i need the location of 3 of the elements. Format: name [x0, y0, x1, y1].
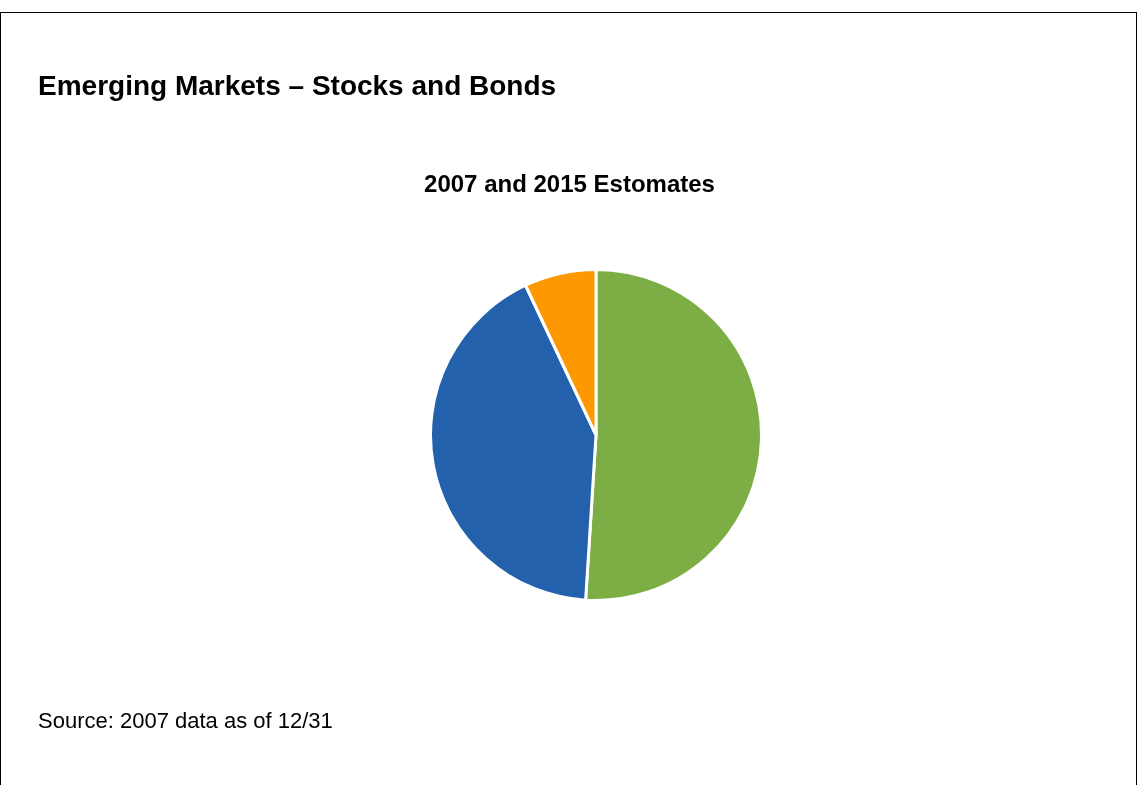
chart-title: Emerging Markets – Stocks and Bonds [38, 70, 557, 102]
source-note: Source: 2007 data as of 12/31 [38, 708, 333, 734]
chart-subtitle: 2007 and 2015 Estomates [423, 170, 716, 198]
